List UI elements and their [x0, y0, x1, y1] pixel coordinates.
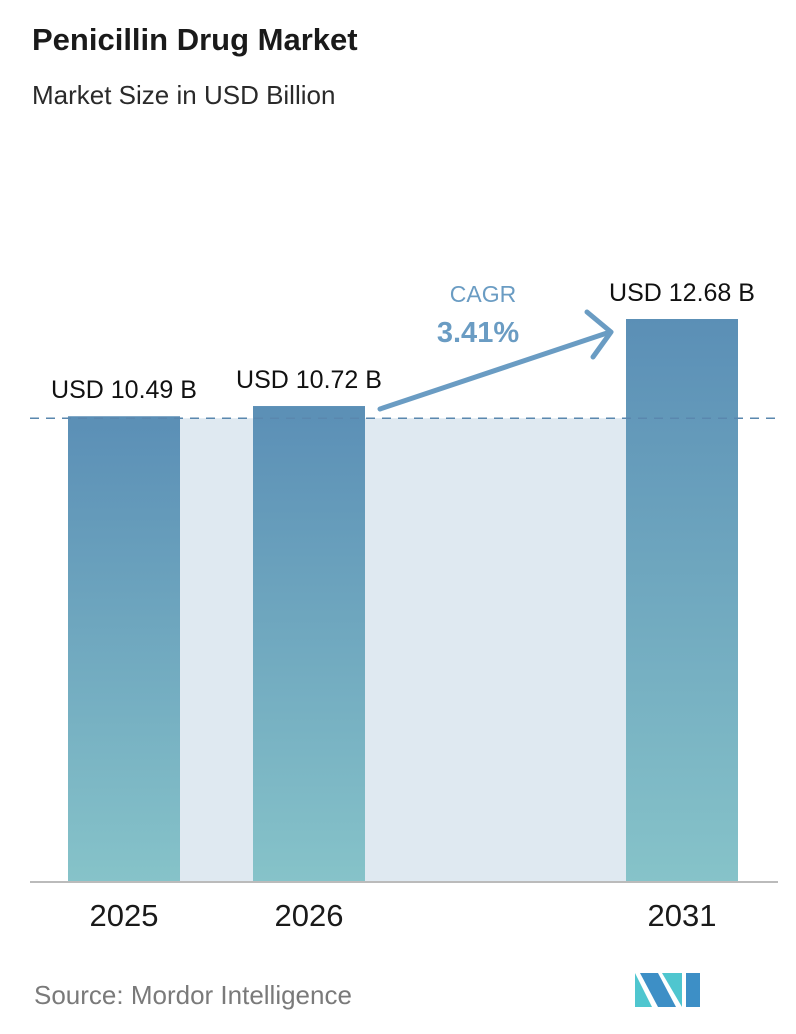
- x-tick-label: 2026: [275, 898, 344, 933]
- cagr-arrow: [377, 329, 613, 412]
- bar-2025: [68, 416, 180, 882]
- x-tick-label: 2025: [90, 898, 159, 933]
- cagr-arrow-head: [584, 309, 614, 360]
- cagr-label: CAGR: [450, 281, 516, 307]
- data-label: USD 10.49 B: [51, 376, 197, 404]
- cagr-annotation: CAGR 3.41%: [377, 281, 614, 412]
- data-label: USD 12.68 B: [609, 279, 755, 307]
- source-note: Source: Mordor Intelligence: [34, 980, 352, 1010]
- bar-2026: [253, 406, 365, 882]
- cagr-value: 3.41%: [437, 317, 519, 349]
- bar-2031: [626, 319, 738, 882]
- chart-subtitle: Market Size in USD Billion: [32, 80, 336, 110]
- x-tick-label: 2031: [648, 898, 717, 933]
- mordor-logo: [635, 973, 700, 1007]
- chart-title: Penicillin Drug Market: [32, 22, 358, 57]
- data-label: USD 10.72 B: [236, 366, 382, 394]
